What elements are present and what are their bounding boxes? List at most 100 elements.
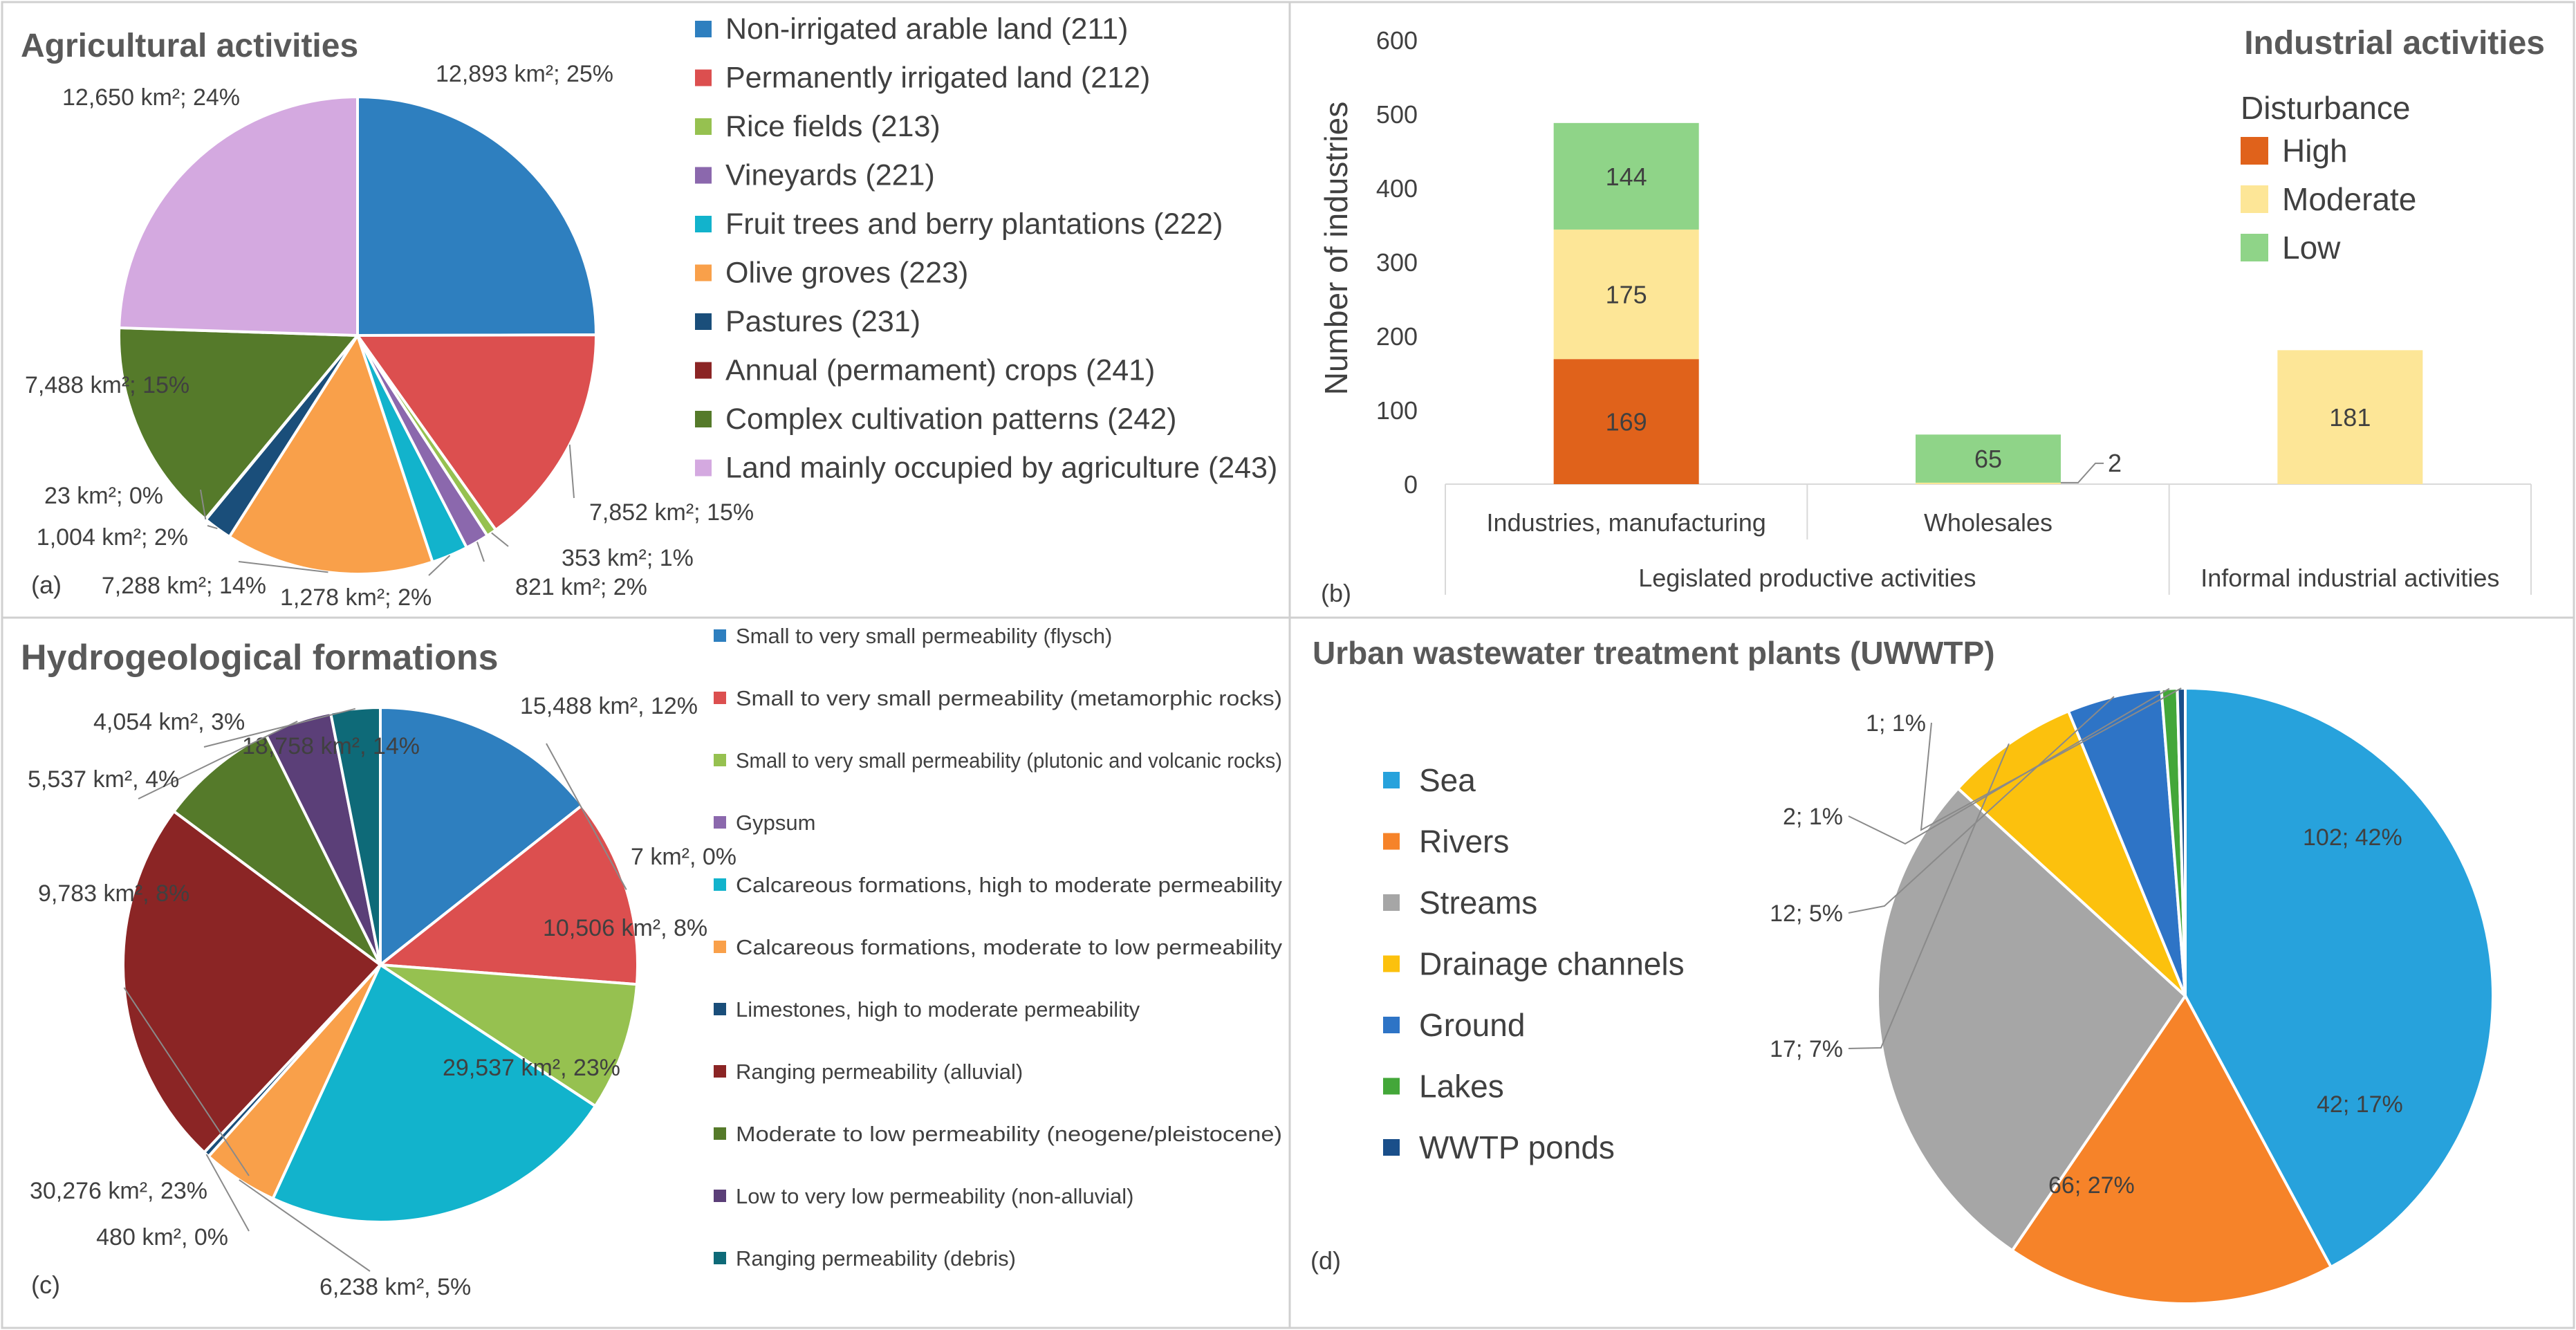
legend-swatch-d-1 — [1383, 833, 1400, 850]
chart-uwwtp-pie: 102; 42% 42; 17% 66; 27% 17; 7% 12; 5% 2; 1% 1… — [1383, 686, 2494, 1305]
legend-label-d-5: Lakes — [1419, 1069, 1504, 1105]
legend-title-b: Disturbance — [2241, 90, 2410, 126]
data-label-d-2: 66; 27% — [2048, 1172, 2135, 1199]
bar-1-moderate — [1916, 482, 2061, 484]
data-label-c-9: 5,537 km², 4% — [28, 766, 179, 793]
bar-value-1-moderate: 2 — [2108, 449, 2122, 477]
bar-0-moderate — [1553, 229, 1699, 360]
leader-line-c-10 — [203, 708, 356, 748]
legend-label-d-1: Rivers — [1419, 824, 1509, 860]
pie-slice-c-7 — [122, 809, 382, 1154]
leader-line-d-5 — [1848, 687, 2170, 845]
leader-line-c-1 — [546, 743, 627, 890]
data-label-a-9: 12,650 km²; 24% — [62, 84, 240, 111]
legend-swatch-a-1 — [695, 69, 712, 86]
legend-swatch-a-3 — [695, 167, 712, 184]
pie-slice-c-8 — [172, 732, 382, 966]
legend-label-a-0: Non-irrigated arable land (211) — [725, 12, 1128, 46]
data-label-d-0: 102; 42% — [2303, 824, 2402, 851]
y-tick-label-2: 200 — [1376, 322, 1418, 351]
legend-label-c-1: Small to very small permeability (metamo… — [736, 686, 1282, 710]
legend-swatch-b-1 — [2241, 185, 2268, 213]
data-label-c-0: 18,758 km², 14% — [242, 733, 420, 759]
legend-label-c-8: Moderate to low permeability (neogene/pl… — [736, 1122, 1282, 1146]
legend-swatch-c-6 — [714, 1003, 726, 1015]
leader-line-d-6 — [1920, 687, 2182, 831]
leader-line-a-4 — [428, 555, 451, 576]
legend-label-d-2: Streams — [1419, 885, 1537, 921]
pie-slice-d-2 — [1875, 786, 2187, 1253]
legend-label-c-0: Small to very small permeability (flysch… — [736, 624, 1112, 648]
legend-label-d-3: Drainage channels — [1419, 946, 1685, 982]
legend-label-a-3: Vineyards (221) — [725, 159, 935, 192]
bar-value-0-moderate: 175 — [1606, 281, 1647, 309]
legend-label-c-7: Ranging permeability (alluvial) — [736, 1060, 1023, 1084]
legend-label-d-0: Sea — [1419, 762, 1476, 798]
data-label-a-3: 821 km²; 2% — [515, 574, 647, 600]
data-label-c-3: 7 km², 0% — [631, 844, 736, 870]
data-label-d-3: 17; 7% — [1770, 1036, 1843, 1062]
data-label-a-6: 1,004 km²; 2% — [37, 524, 188, 551]
leader-line-a-3 — [476, 542, 485, 562]
data-label-c-5: 6,238 km², 5% — [319, 1274, 471, 1300]
legend-swatch-a-9 — [695, 459, 712, 477]
data-label-c-10: 4,054 km², 3% — [93, 709, 245, 735]
pie-slice-d-6 — [2176, 686, 2187, 997]
chart-agricultural-pie: 12,893 km²; 25% 7,852 km²; 15% 353 km²; 1%… — [25, 12, 1277, 611]
panel-d-frame — [1288, 616, 2575, 1329]
leader-line-c-7 — [123, 987, 250, 1176]
legend-swatch-c-3 — [714, 816, 726, 829]
leader-line-c-6 — [205, 1154, 250, 1232]
pie-slice-c-4 — [270, 963, 597, 1223]
bar-value-2-moderate: 181 — [2329, 403, 2371, 432]
legend-label-c-9: Low to very low permeability (non-alluvi… — [736, 1184, 1133, 1208]
data-label-a-4: 1,278 km²; 2% — [280, 584, 432, 611]
pie-slice-d-0 — [2184, 686, 2494, 1269]
legend-swatch-b-0 — [2241, 137, 2268, 165]
legend-swatch-a-8 — [695, 411, 712, 427]
leader-line-a-6 — [207, 525, 218, 530]
pie-slice-a-0 — [356, 95, 598, 338]
legend-label-a-9: Land mainly occupied by agriculture (243… — [725, 452, 1277, 485]
legend-label-c-3: Gypsum — [736, 811, 815, 835]
legend-swatch-a-5 — [695, 264, 712, 281]
panel-b-tag: (b) — [1321, 579, 1351, 607]
legend-label-a-8: Complex cultivation patterns (242) — [725, 403, 1176, 436]
panel-d-tag: (d) — [1310, 1246, 1341, 1275]
data-label-d-5: 2; 1% — [1783, 804, 1843, 830]
panel-a-tag: (a) — [31, 571, 62, 599]
bar-0-low — [1553, 122, 1699, 230]
legend-swatch-c-5 — [714, 941, 726, 953]
data-label-d-4: 12; 5% — [1770, 900, 1843, 927]
pie-slice-c-1 — [376, 803, 639, 986]
legend-swatch-c-7 — [714, 1065, 726, 1078]
legend-swatch-c-8 — [714, 1127, 726, 1140]
legend-label-a-2: Rice fields (213) — [725, 110, 940, 143]
y-axis-label: Number of industries — [1318, 102, 1354, 395]
legend-swatch-d-6 — [1383, 1139, 1400, 1156]
legend-swatch-c-4 — [714, 878, 726, 891]
legend-label-d-6: WWTP ponds — [1419, 1129, 1615, 1165]
y-tick-label-5: 500 — [1376, 100, 1418, 129]
legend-swatch-a-4 — [695, 216, 712, 232]
legend-label-b-1: Moderate — [2282, 181, 2416, 217]
legend-label-d-4: Ground — [1419, 1007, 1525, 1043]
bar-value-0-high: 169 — [1606, 408, 1647, 436]
data-label-c-7: 30,276 km², 23% — [30, 1178, 207, 1204]
y-tick-label-0: 0 — [1404, 470, 1418, 499]
leader-line-a-2 — [491, 532, 509, 547]
bar-2-moderate — [2277, 350, 2423, 484]
legend-swatch-c-1 — [714, 692, 726, 704]
bar-leader-1 — [2061, 462, 2104, 483]
y-tick-label-1: 100 — [1376, 396, 1418, 425]
bar-1-low — [1916, 434, 2061, 483]
pie-slice-d-3 — [1956, 709, 2187, 997]
legend-swatch-d-0 — [1383, 772, 1400, 788]
legend-swatch-a-6 — [695, 313, 712, 330]
legend-label-c-4: Calcareous formations, high to moderate … — [736, 873, 1283, 897]
y-tick-label-6: 600 — [1376, 26, 1418, 55]
legend-swatch-a-2 — [695, 118, 712, 135]
data-label-c-2: 10,506 km², 8% — [543, 915, 707, 941]
legend-label-c-6: Limestones, high to moderate permeabilit… — [736, 997, 1140, 1022]
leader-line-a-1 — [568, 444, 575, 499]
